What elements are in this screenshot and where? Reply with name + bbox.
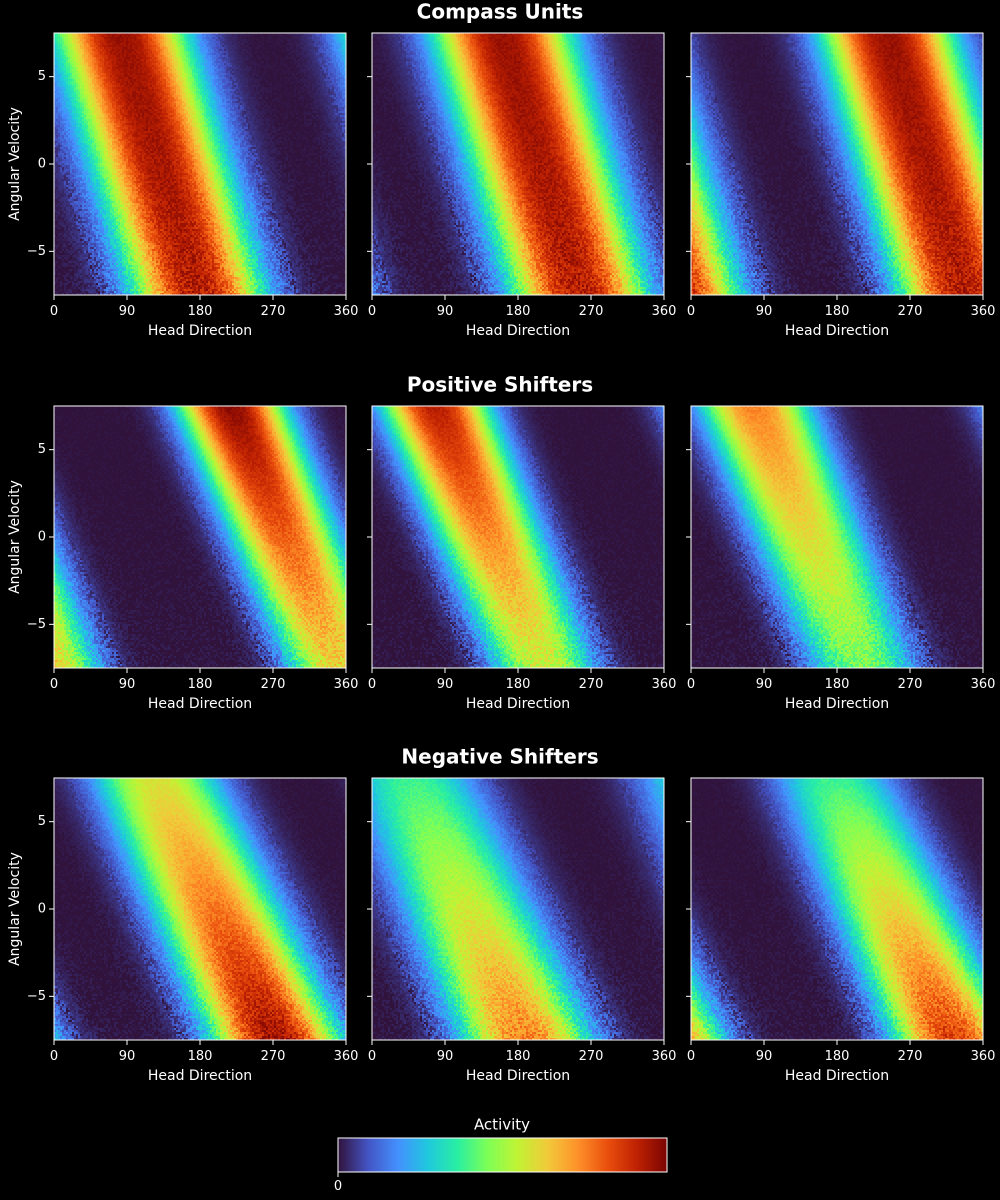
x-tick-label: 180 [506, 1049, 531, 1064]
x-tick-label: 0 [687, 677, 695, 692]
x-tick-label: 0 [368, 1049, 376, 1064]
section-title: Compass Units [417, 0, 584, 24]
colorbar-tick-label: 0 [334, 1179, 342, 1194]
x-axis-label: Head Direction [466, 696, 570, 712]
x-tick-label: 90 [437, 677, 454, 692]
x-tick-label: 180 [825, 304, 850, 319]
x-tick-label: 360 [971, 1049, 996, 1064]
x-tick-label: 90 [437, 304, 454, 319]
x-tick-label: 180 [188, 677, 213, 692]
x-tick-label: 360 [971, 304, 996, 319]
y-axis-label: Angular Velocity [7, 480, 23, 594]
colorbar: Activity 0 [334, 1116, 668, 1194]
x-tick-label: 360 [334, 1049, 359, 1064]
x-tick-label: 270 [579, 1049, 604, 1064]
y-tick-label: 5 [38, 442, 46, 457]
x-tick-label: 90 [119, 304, 136, 319]
heatmap-image [691, 33, 983, 295]
heatmap-image [54, 406, 346, 668]
x-tick-label: 0 [50, 304, 58, 319]
heatmap-panel: 0 90 180 270 360 Head Direction [686, 32, 996, 339]
heatmap-panel: 0 90 180 270 360 Head Direction [686, 405, 996, 712]
x-tick-label: 0 [368, 304, 376, 319]
x-axis-label: Head Direction [466, 1068, 570, 1084]
x-tick-label: 360 [334, 304, 359, 319]
x-tick-label: 270 [261, 677, 286, 692]
x-tick-label: 360 [652, 304, 677, 319]
heatmap-panel: 0 90 180 270 360 Head Direction [686, 777, 996, 1084]
heatmap-panel: 0 90 180 270 360 Head Direction [367, 32, 677, 339]
x-tick-label: 360 [334, 677, 359, 692]
heatmap-panel: 0 90 180 270 360 −5 0 5 Head Direction Angular Ve… [7, 32, 359, 339]
x-tick-label: 270 [898, 1049, 923, 1064]
x-tick-label: 0 [50, 677, 58, 692]
y-tick-label: −5 [27, 989, 46, 1004]
x-axis-label: Head Direction [466, 323, 570, 339]
x-tick-label: 180 [506, 304, 531, 319]
heatmap-panel: 0 90 180 270 360 −5 0 5 Head Direction Angular Ve… [7, 777, 359, 1084]
heatmap-image [372, 33, 664, 295]
x-tick-label: 90 [756, 677, 773, 692]
colorbar-title: Activity [474, 1116, 530, 1134]
x-tick-label: 90 [756, 304, 773, 319]
x-tick-label: 180 [506, 677, 531, 692]
y-tick-label: −5 [27, 617, 46, 632]
y-tick-label: 0 [38, 157, 46, 172]
x-tick-label: 270 [261, 1049, 286, 1064]
x-tick-label: 270 [898, 304, 923, 319]
x-tick-label: 360 [652, 1049, 677, 1064]
heatmap-image [54, 33, 346, 295]
x-tick-label: 270 [579, 677, 604, 692]
x-tick-label: 90 [119, 677, 136, 692]
x-tick-label: 270 [898, 677, 923, 692]
x-tick-label: 180 [825, 1049, 850, 1064]
x-axis-label: Head Direction [785, 323, 889, 339]
heatmap-panel: 0 90 180 270 360 −5 0 5 Head Direction Angular Ve… [7, 405, 359, 712]
x-tick-label: 180 [188, 304, 213, 319]
heatmap-image [54, 778, 346, 1040]
section-title: Positive Shifters [407, 373, 593, 397]
y-tick-label: 0 [38, 902, 46, 917]
y-tick-label: 5 [38, 69, 46, 84]
x-axis-label: Head Direction [785, 1068, 889, 1084]
section-title: Negative Shifters [401, 745, 598, 769]
x-axis-label: Head Direction [148, 323, 252, 339]
x-tick-label: 0 [368, 677, 376, 692]
x-tick-label: 360 [971, 677, 996, 692]
x-axis-label: Head Direction [785, 696, 889, 712]
heatmap-image [372, 406, 664, 668]
y-tick-label: −5 [27, 244, 46, 259]
x-tick-label: 90 [437, 1049, 454, 1064]
heatmap-image [691, 406, 983, 668]
x-tick-label: 0 [687, 304, 695, 319]
x-tick-label: 180 [188, 1049, 213, 1064]
heatmap-panel: 0 90 180 270 360 Head Direction [367, 405, 677, 712]
heatmap-image [691, 778, 983, 1040]
x-tick-label: 270 [579, 304, 604, 319]
x-axis-label: Head Direction [148, 1068, 252, 1084]
x-tick-label: 270 [261, 304, 286, 319]
y-axis-label: Angular Velocity [7, 107, 23, 221]
heatmap-image [372, 778, 664, 1040]
x-tick-label: 90 [756, 1049, 773, 1064]
x-axis-label: Head Direction [148, 696, 252, 712]
x-tick-label: 180 [825, 677, 850, 692]
x-tick-label: 360 [652, 677, 677, 692]
x-tick-label: 0 [687, 1049, 695, 1064]
x-tick-label: 90 [119, 1049, 136, 1064]
y-tick-label: 5 [38, 814, 46, 829]
colorbar-gradient [337, 1137, 668, 1173]
x-tick-label: 0 [50, 1049, 58, 1064]
heatmap-panel: 0 90 180 270 360 Head Direction [367, 777, 677, 1084]
y-axis-label: Angular Velocity [7, 852, 23, 966]
y-tick-label: 0 [38, 530, 46, 545]
